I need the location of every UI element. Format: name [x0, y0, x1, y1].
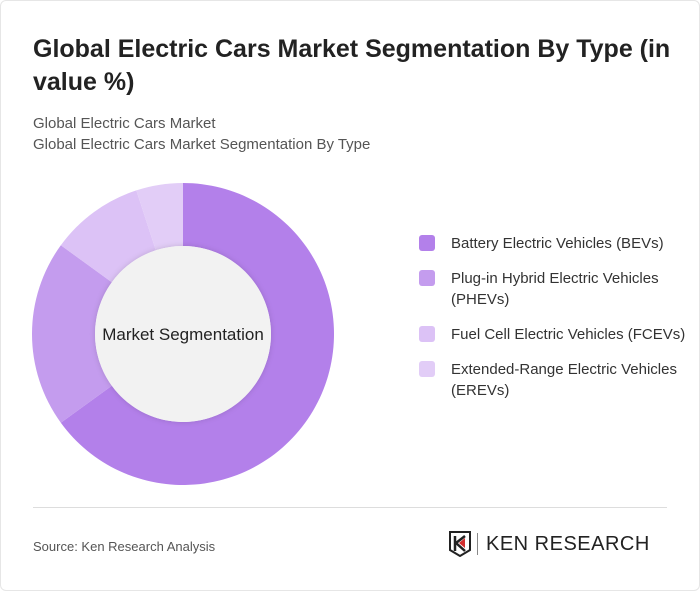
- donut-slice-1: [31, 245, 112, 423]
- legend-label: Extended-Range Electric Vehicles (EREVs): [451, 361, 677, 399]
- ken-research-logo: KEN RESEARCH: [449, 531, 650, 557]
- legend-item: Battery Electric Vehicles (BEVs): [419, 233, 689, 254]
- chart-title: Global Electric Cars Market Segmentation…: [33, 35, 671, 96]
- legend-label: Battery Electric Vehicles (BEVs): [451, 235, 664, 252]
- legend-label: Fuel Cell Electric Vehicles (FCEVs): [451, 326, 686, 343]
- subtitle-market: Global Electric Cars Market: [33, 115, 216, 132]
- donut-slice-0: [60, 183, 334, 485]
- logo-shield-icon: [449, 531, 471, 557]
- donut-center: [95, 246, 271, 422]
- donut-chart: Market Segmentation: [31, 183, 334, 485]
- legend-label: Plug-in Hybrid Electric Vehicles (PHEVs): [451, 270, 659, 308]
- source-note: Source: Ken Research Analysis: [33, 539, 216, 554]
- legend: Battery Electric Vehicles (BEVs) Plug-in …: [419, 233, 689, 415]
- legend-swatch: [419, 326, 435, 342]
- legend-item: Fuel Cell Electric Vehicles (FCEVs): [419, 324, 689, 345]
- logo-divider: [477, 533, 478, 555]
- center-label: Market Segmentation: [102, 325, 264, 344]
- legend-item: Extended-Range Electric Vehicles (EREVs): [419, 359, 689, 401]
- donut-slice-3: [136, 183, 183, 251]
- legend-item: Plug-in Hybrid Electric Vehicles (PHEVs): [419, 268, 689, 310]
- legend-swatch: [419, 361, 435, 377]
- legend-swatch: [419, 270, 435, 286]
- donut-slice-2: [60, 190, 156, 283]
- legend-swatch: [419, 235, 435, 251]
- logo-text: KEN RESEARCH: [486, 532, 650, 555]
- subtitle-segmentation: Global Electric Cars Market Segmentation…: [33, 136, 371, 153]
- divider: [33, 507, 667, 508]
